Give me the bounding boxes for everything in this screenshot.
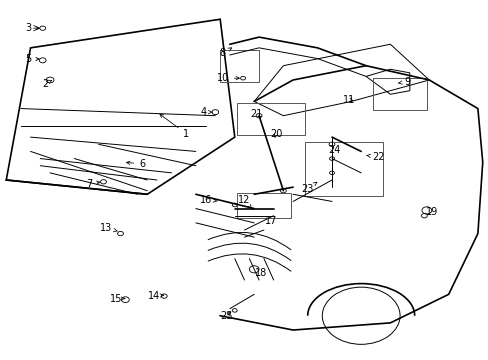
Text: 3: 3 (25, 23, 39, 33)
Text: 4: 4 (200, 107, 211, 117)
Text: 8: 8 (219, 48, 231, 58)
Text: 18: 18 (255, 268, 267, 278)
Text: 15: 15 (109, 294, 124, 303)
Text: 21: 21 (250, 109, 263, 119)
Text: 12: 12 (238, 195, 251, 208)
Text: 9: 9 (398, 77, 409, 87)
Text: 24: 24 (327, 145, 340, 155)
Text: 7: 7 (85, 179, 100, 189)
Text: 10: 10 (216, 73, 239, 83)
Text: 11: 11 (342, 95, 354, 105)
Text: 1: 1 (160, 114, 189, 139)
Text: 17: 17 (264, 216, 277, 226)
Text: 25: 25 (219, 311, 232, 321)
Text: 23: 23 (301, 182, 316, 194)
Text: 5: 5 (25, 54, 39, 64)
Text: 2: 2 (42, 78, 52, 89)
Text: 22: 22 (366, 152, 384, 162)
Text: 20: 20 (269, 129, 282, 139)
Text: 14: 14 (148, 291, 163, 301)
Text: 6: 6 (126, 159, 145, 169)
Text: 19: 19 (425, 207, 437, 217)
Text: 13: 13 (100, 223, 117, 233)
Text: 16: 16 (199, 195, 217, 204)
